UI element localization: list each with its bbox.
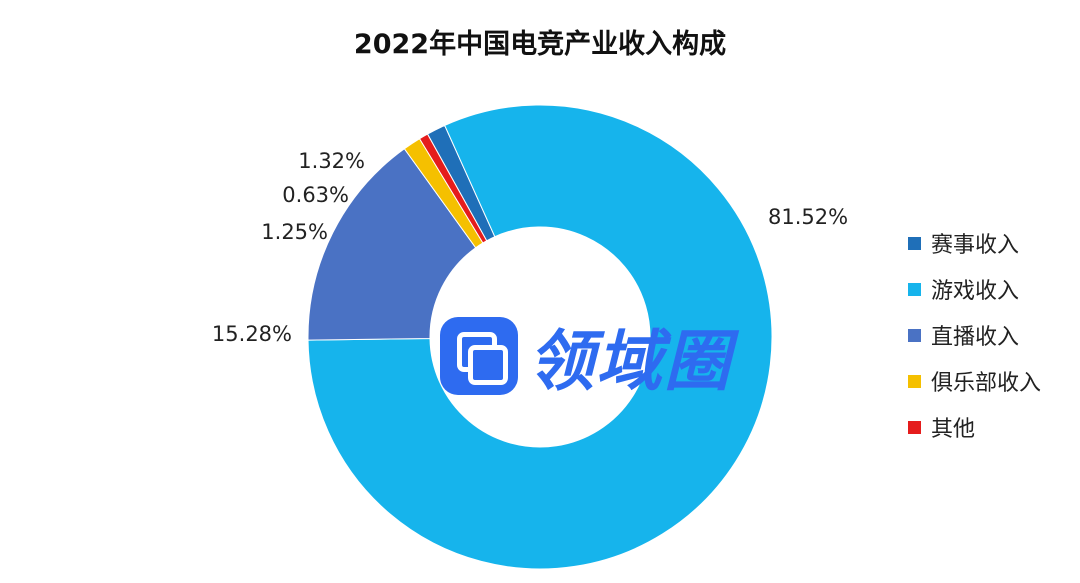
- data-label-1: 1.32%: [298, 149, 365, 173]
- slices-group: [307, 104, 773, 570]
- legend-item: 游戏收入: [908, 266, 1041, 312]
- watermark: 领域圈: [440, 308, 732, 404]
- data-label-5: 0.63%: [282, 183, 349, 207]
- legend-item: 其他: [908, 404, 1041, 450]
- legend-label: 俱乐部收入: [931, 371, 1042, 396]
- legend-item: 俱乐部收入: [908, 358, 1041, 404]
- legend-swatch: [908, 374, 921, 388]
- data-label-3: 15.28%: [212, 322, 292, 346]
- legend-label: 其他: [931, 417, 976, 442]
- labels-group: 1.32% 81.52% 15.28% 1.25% 0.63%: [212, 149, 848, 346]
- legend-swatch: [908, 236, 921, 250]
- legend-item: 直播收入: [908, 312, 1041, 358]
- watermark-text: 领域圈: [528, 323, 732, 400]
- chart-title: 2022年中国电竞产业收入构成: [353, 29, 727, 60]
- slice-5: [418, 133, 488, 244]
- data-label-2: 81.52%: [768, 205, 848, 229]
- legend-swatch: [908, 328, 921, 342]
- watermark-logo-icon: [440, 317, 518, 395]
- legend-label: 游戏收入: [931, 279, 1020, 304]
- legend-swatch: [908, 282, 921, 296]
- legend-label: 直播收入: [931, 325, 1020, 350]
- data-label-4: 1.25%: [261, 220, 328, 244]
- slice-2: [307, 104, 773, 570]
- legend-item: 赛事收入: [908, 220, 1041, 266]
- legend-label: 赛事收入: [931, 233, 1020, 258]
- legend: 赛事收入游戏收入直播收入俱乐部收入其他: [908, 220, 1041, 450]
- legend-swatch: [908, 420, 921, 434]
- slice-3: [307, 148, 477, 341]
